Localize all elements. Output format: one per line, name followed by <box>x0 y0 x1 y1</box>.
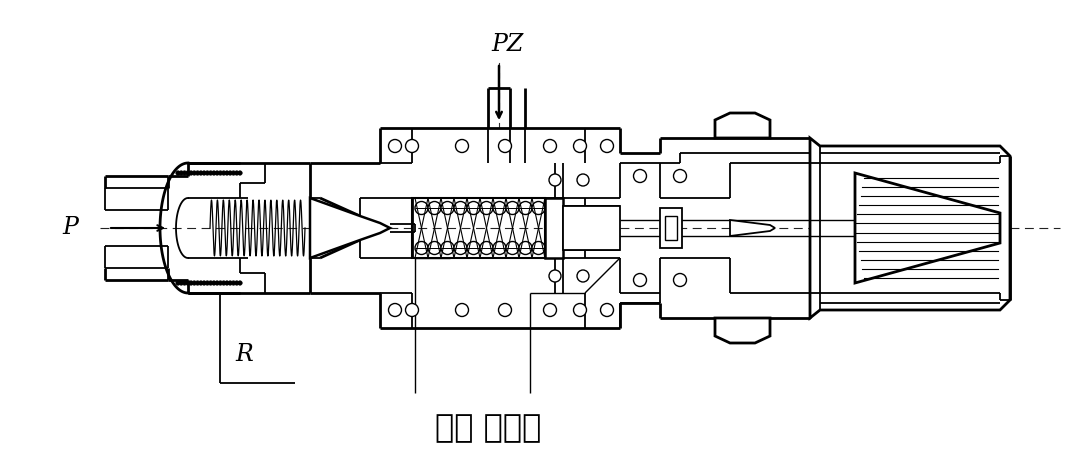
Circle shape <box>600 304 613 317</box>
Circle shape <box>441 242 454 255</box>
Circle shape <box>205 171 210 175</box>
Circle shape <box>389 304 402 317</box>
Circle shape <box>192 171 197 175</box>
Circle shape <box>499 304 512 317</box>
Circle shape <box>218 281 222 285</box>
Polygon shape <box>715 113 770 138</box>
Circle shape <box>199 281 203 285</box>
Circle shape <box>176 281 180 285</box>
Circle shape <box>238 171 242 175</box>
Circle shape <box>212 171 216 175</box>
Circle shape <box>195 171 200 175</box>
Circle shape <box>456 139 469 152</box>
Bar <box>660 208 681 248</box>
Circle shape <box>415 201 428 214</box>
Text: 弹簧 调整坐: 弹簧 调整坐 <box>435 413 541 444</box>
Circle shape <box>507 201 519 214</box>
Circle shape <box>454 201 467 214</box>
Circle shape <box>428 242 441 255</box>
Circle shape <box>456 304 469 317</box>
Circle shape <box>192 281 197 285</box>
Circle shape <box>234 281 239 285</box>
Circle shape <box>225 281 229 285</box>
Circle shape <box>179 171 184 175</box>
Circle shape <box>634 274 647 287</box>
Circle shape <box>549 174 561 186</box>
Circle shape <box>186 281 190 285</box>
Circle shape <box>573 304 586 317</box>
Circle shape <box>389 139 402 152</box>
Circle shape <box>176 171 180 175</box>
Circle shape <box>573 139 586 152</box>
Circle shape <box>189 171 193 175</box>
Polygon shape <box>310 198 390 258</box>
Circle shape <box>183 171 187 175</box>
Circle shape <box>212 281 216 285</box>
Bar <box>411 198 545 258</box>
Text: PZ: PZ <box>491 33 523 56</box>
Polygon shape <box>855 173 1000 283</box>
Circle shape <box>543 139 556 152</box>
Bar <box>665 216 677 240</box>
Circle shape <box>199 171 203 175</box>
Circle shape <box>183 281 187 285</box>
Circle shape <box>415 242 428 255</box>
Circle shape <box>577 270 589 282</box>
Circle shape <box>208 171 213 175</box>
Text: R: R <box>235 343 253 366</box>
Circle shape <box>480 242 492 255</box>
Circle shape <box>405 139 419 152</box>
Circle shape <box>467 201 480 214</box>
Bar <box>545 198 563 258</box>
Circle shape <box>507 242 519 255</box>
Circle shape <box>228 171 232 175</box>
Circle shape <box>532 201 545 214</box>
Circle shape <box>428 201 441 214</box>
Circle shape <box>492 201 507 214</box>
Circle shape <box>441 201 454 214</box>
Circle shape <box>234 171 239 175</box>
Circle shape <box>186 171 190 175</box>
Circle shape <box>225 171 229 175</box>
Circle shape <box>454 242 467 255</box>
Circle shape <box>634 169 647 182</box>
Circle shape <box>215 281 219 285</box>
Circle shape <box>202 281 206 285</box>
Circle shape <box>189 281 193 285</box>
Circle shape <box>480 201 492 214</box>
Circle shape <box>195 281 200 285</box>
Polygon shape <box>730 220 775 236</box>
Circle shape <box>519 201 532 214</box>
Circle shape <box>674 169 687 182</box>
Circle shape <box>674 274 687 287</box>
Circle shape <box>231 281 235 285</box>
Circle shape <box>205 281 210 285</box>
Circle shape <box>492 242 507 255</box>
Polygon shape <box>810 138 1010 318</box>
Circle shape <box>218 171 222 175</box>
Circle shape <box>519 242 532 255</box>
Circle shape <box>532 242 545 255</box>
Circle shape <box>549 270 561 282</box>
Circle shape <box>499 139 512 152</box>
Text: P: P <box>62 215 78 238</box>
Circle shape <box>238 281 242 285</box>
Circle shape <box>215 171 219 175</box>
Circle shape <box>577 174 589 186</box>
Circle shape <box>467 242 480 255</box>
Polygon shape <box>715 318 770 343</box>
Circle shape <box>231 171 235 175</box>
Circle shape <box>405 304 419 317</box>
Circle shape <box>179 281 184 285</box>
Circle shape <box>228 281 232 285</box>
Circle shape <box>208 281 213 285</box>
Circle shape <box>202 171 206 175</box>
Circle shape <box>600 139 613 152</box>
Circle shape <box>221 171 226 175</box>
Circle shape <box>543 304 556 317</box>
Bar <box>563 206 620 250</box>
Circle shape <box>221 281 226 285</box>
